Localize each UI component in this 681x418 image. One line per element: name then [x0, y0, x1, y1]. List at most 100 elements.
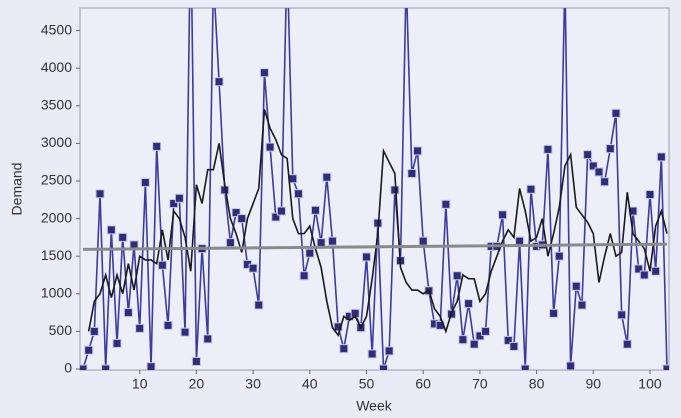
point-marker — [248, 263, 258, 273]
point-marker — [645, 190, 655, 200]
point-marker — [515, 236, 525, 246]
point-marker — [571, 281, 581, 291]
point-marker — [390, 185, 400, 195]
point-marker — [475, 331, 485, 341]
point-marker — [577, 300, 587, 310]
x-axis-label: Week — [356, 398, 393, 414]
point-marker — [662, 364, 669, 370]
point-marker — [106, 225, 116, 235]
x-tick-label: 70 — [472, 376, 488, 392]
point-marker — [611, 108, 621, 118]
point-marker — [163, 320, 173, 330]
point-marker — [322, 172, 332, 182]
y-tick-label: 0 — [64, 360, 72, 376]
point-marker — [605, 144, 615, 154]
point-marker — [554, 251, 564, 261]
point-marker — [367, 349, 377, 359]
point-marker — [566, 361, 576, 370]
point-marker — [379, 364, 389, 370]
point-marker — [583, 150, 593, 160]
point-marker — [152, 141, 162, 151]
point-marker — [600, 177, 610, 187]
y-tick-label: 1500 — [41, 247, 72, 263]
point-marker — [237, 214, 247, 224]
point-marker — [503, 335, 513, 345]
point-marker — [299, 271, 309, 281]
point-marker — [231, 208, 241, 218]
point-marker — [214, 77, 224, 87]
point-marker — [271, 212, 281, 222]
point-marker — [481, 326, 491, 336]
y-tick-label: 4500 — [41, 21, 72, 37]
x-tick-label: 50 — [359, 376, 375, 392]
x-tick-label: 20 — [189, 376, 205, 392]
y-tick-label: 2500 — [41, 172, 72, 188]
point-marker — [520, 364, 530, 370]
y-axis-label: Demand — [9, 163, 25, 216]
point-marker — [95, 189, 105, 199]
point-marker — [327, 236, 337, 246]
point-marker — [84, 345, 94, 355]
y-tick-label: 2000 — [41, 209, 72, 225]
point-marker — [140, 177, 150, 187]
point-marker — [174, 193, 184, 203]
x-tick-label: 30 — [245, 376, 261, 392]
point-marker — [339, 344, 349, 354]
point-marker — [543, 144, 553, 154]
point-marker — [526, 184, 536, 194]
y-tick-label: 3500 — [41, 96, 72, 112]
point-marker — [469, 339, 479, 349]
point-marker — [305, 248, 315, 258]
point-marker — [180, 327, 190, 337]
plot — [80, 8, 669, 370]
point-marker — [628, 206, 638, 216]
point-marker — [89, 326, 99, 336]
point-marker — [549, 308, 559, 318]
point-marker — [639, 270, 649, 280]
point-marker — [265, 142, 275, 152]
point-marker — [203, 334, 213, 344]
series-line — [87, 109, 668, 337]
point-marker — [458, 335, 468, 345]
x-tick-label: 10 — [132, 376, 148, 392]
point-marker — [157, 260, 167, 270]
point-marker — [407, 168, 417, 178]
point-marker — [588, 161, 598, 171]
x-tick-label: 40 — [302, 376, 318, 392]
point-marker — [464, 299, 474, 309]
point-marker — [656, 152, 666, 162]
point-marker — [617, 310, 627, 320]
point-marker — [441, 199, 451, 209]
x-tick-label: 90 — [586, 376, 602, 392]
point-marker — [191, 356, 201, 366]
point-marker — [112, 338, 122, 348]
x-tick-label: 80 — [529, 376, 545, 392]
point-marker — [333, 322, 343, 332]
point-marker — [80, 364, 88, 370]
point-marker — [276, 206, 286, 216]
point-marker — [384, 346, 394, 356]
point-marker — [594, 167, 604, 177]
y-tick-label: 1000 — [41, 284, 72, 300]
point-marker — [254, 300, 264, 310]
point-marker — [118, 232, 128, 242]
point-marker — [316, 238, 326, 248]
point-marker — [169, 199, 179, 209]
series-line — [82, 242, 668, 251]
x-tick-label: 60 — [415, 376, 431, 392]
point-marker — [293, 189, 303, 199]
y-tick-label: 500 — [49, 322, 73, 338]
point-marker — [413, 146, 423, 156]
point-marker — [259, 68, 269, 78]
point-marker — [634, 264, 644, 274]
point-marker — [135, 323, 145, 333]
x-tick-label: 100 — [638, 376, 662, 392]
point-marker — [310, 205, 320, 215]
point-marker — [225, 238, 235, 248]
y-tick-label: 4000 — [41, 59, 72, 75]
point-marker — [361, 252, 371, 262]
point-marker — [651, 266, 661, 276]
y-tick-label: 3000 — [41, 134, 72, 150]
